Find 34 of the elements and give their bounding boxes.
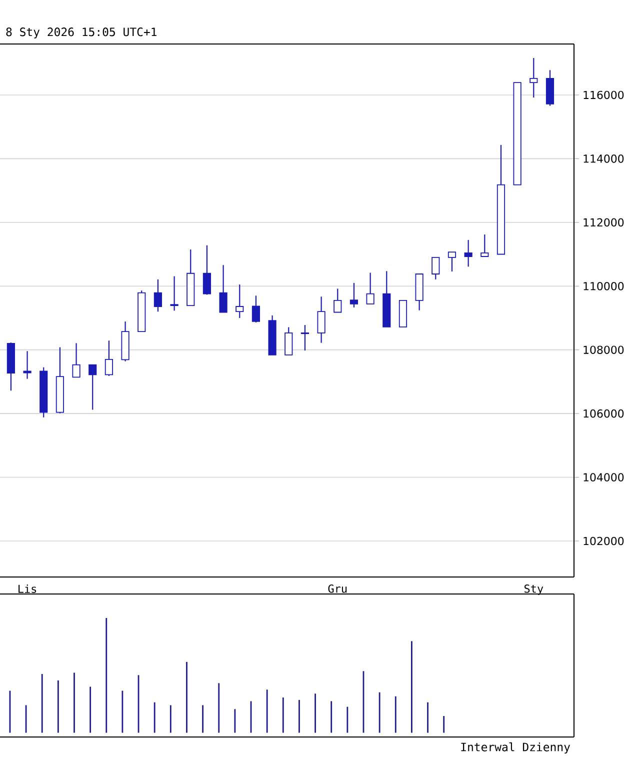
y-tick-label: 112000 [584, 218, 624, 227]
y-tick-label: 114000 [584, 154, 624, 163]
candlestick [334, 288, 342, 313]
candlestick [350, 282, 358, 308]
y-tick-label: 102000 [584, 536, 624, 546]
candlestick [464, 239, 472, 268]
candlestick [448, 251, 456, 272]
y-tick-label: 106000 [584, 409, 624, 418]
y-tick-label: 108000 [584, 346, 624, 354]
candlestick [530, 57, 538, 98]
chart-title: 8 Sty 2026 15:05 UTC+1 [6, 28, 156, 38]
candlestick [104, 340, 113, 377]
candlestick [88, 364, 97, 410]
y-tick-label: 110000 [584, 282, 624, 290]
y-tick-label: 104000 [584, 473, 624, 482]
candlestick [23, 350, 32, 380]
x-tick-label: Gru [328, 584, 347, 593]
candlestick [219, 264, 228, 313]
x-tick-label: Sty [524, 584, 544, 595]
candlestick [432, 256, 440, 280]
candlestick [317, 296, 326, 344]
candlestick [252, 295, 260, 323]
candlestick [154, 278, 162, 312]
text: Interwal Dzienny [461, 742, 570, 754]
candlestick [202, 244, 212, 296]
candlestick [170, 276, 178, 312]
candlestick [480, 234, 489, 258]
y-tick-label: 116000 [584, 90, 624, 100]
candlestick [236, 284, 244, 319]
candlestick [284, 326, 293, 356]
candlestick [366, 272, 374, 305]
candlestick [72, 342, 80, 378]
x-tick-label: Lis [18, 584, 36, 593]
candlestick [300, 324, 310, 352]
